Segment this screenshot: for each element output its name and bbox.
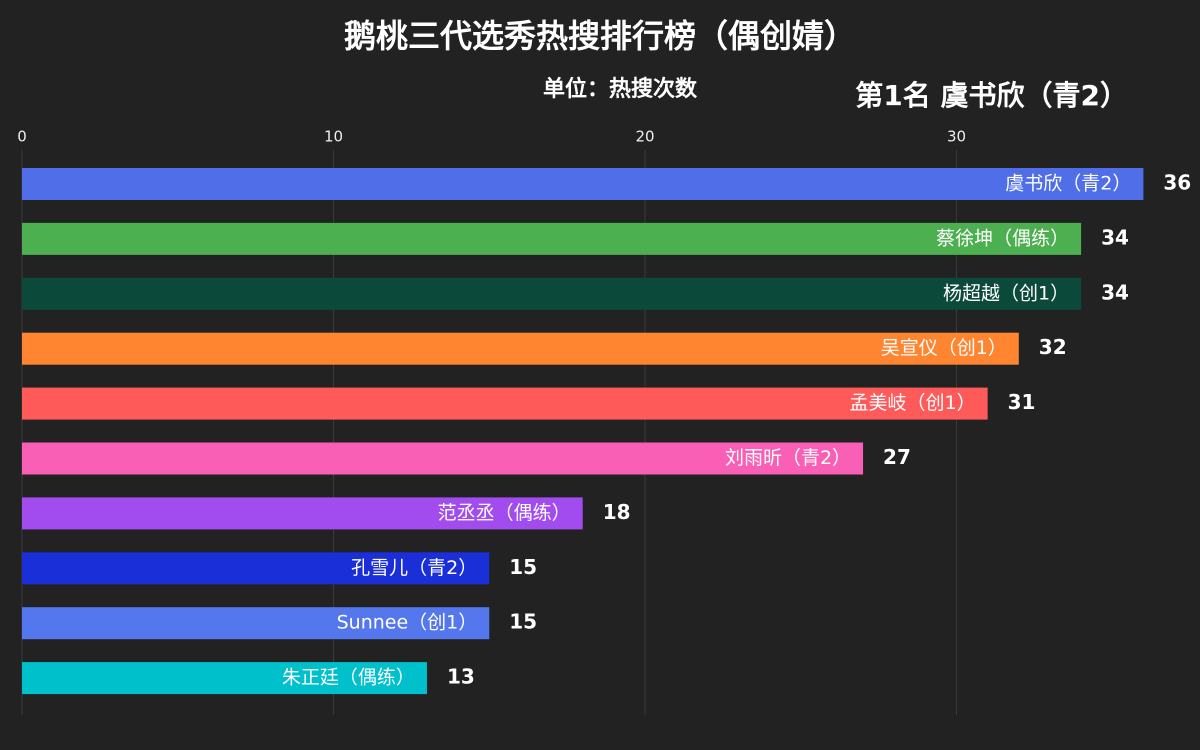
- bar: [22, 607, 490, 640]
- bar-label: 虞书欣（青2）: [1005, 173, 1131, 195]
- bar-label: 孟美岐（创1）: [850, 392, 976, 414]
- bar: [22, 222, 1082, 255]
- value-label: 27: [883, 445, 911, 469]
- bar-label: 范丞丞（偶练）: [438, 502, 571, 524]
- bar-label: 杨超越（创1）: [943, 282, 1069, 304]
- value-label: 36: [1163, 171, 1191, 195]
- value-label: 34: [1101, 280, 1129, 304]
- bar: [22, 332, 1019, 365]
- bar-label: Sunnee（创1）: [337, 612, 478, 634]
- x-tick-label: 0: [17, 128, 27, 146]
- chart-title: 鹅桃三代选秀热搜排行榜（偶创婧）: [344, 17, 856, 55]
- x-tick-label: 20: [635, 128, 654, 146]
- bar: [22, 662, 427, 695]
- bar: [22, 387, 988, 420]
- value-label: 31: [1008, 390, 1036, 414]
- value-label: 18: [603, 500, 631, 524]
- bar-label: 蔡徐坤（偶练）: [936, 227, 1069, 249]
- bar-label: 刘雨昕（青2）: [725, 447, 851, 469]
- value-label: 15: [509, 610, 537, 634]
- bar: [22, 497, 583, 530]
- value-label: 34: [1101, 225, 1129, 249]
- value-label: 15: [509, 555, 537, 579]
- bar-label: 孔雪儿（青2）: [351, 557, 477, 579]
- chart-subtitle: 单位：热搜次数: [543, 76, 698, 102]
- bar: [22, 168, 1144, 200]
- leader-annotation: 第1名 虞书欣（青2）: [855, 79, 1128, 112]
- bar: [22, 442, 864, 475]
- x-tick-label: 30: [947, 128, 966, 146]
- x-tick-label: 10: [324, 128, 343, 146]
- bar-label: 吴宣仪（创1）: [881, 337, 1007, 359]
- bar-label: 朱正廷（偶练）: [282, 667, 415, 689]
- value-label: 32: [1039, 335, 1067, 359]
- bar: [22, 552, 490, 585]
- value-label: 13: [447, 665, 475, 689]
- bar: [22, 277, 1082, 310]
